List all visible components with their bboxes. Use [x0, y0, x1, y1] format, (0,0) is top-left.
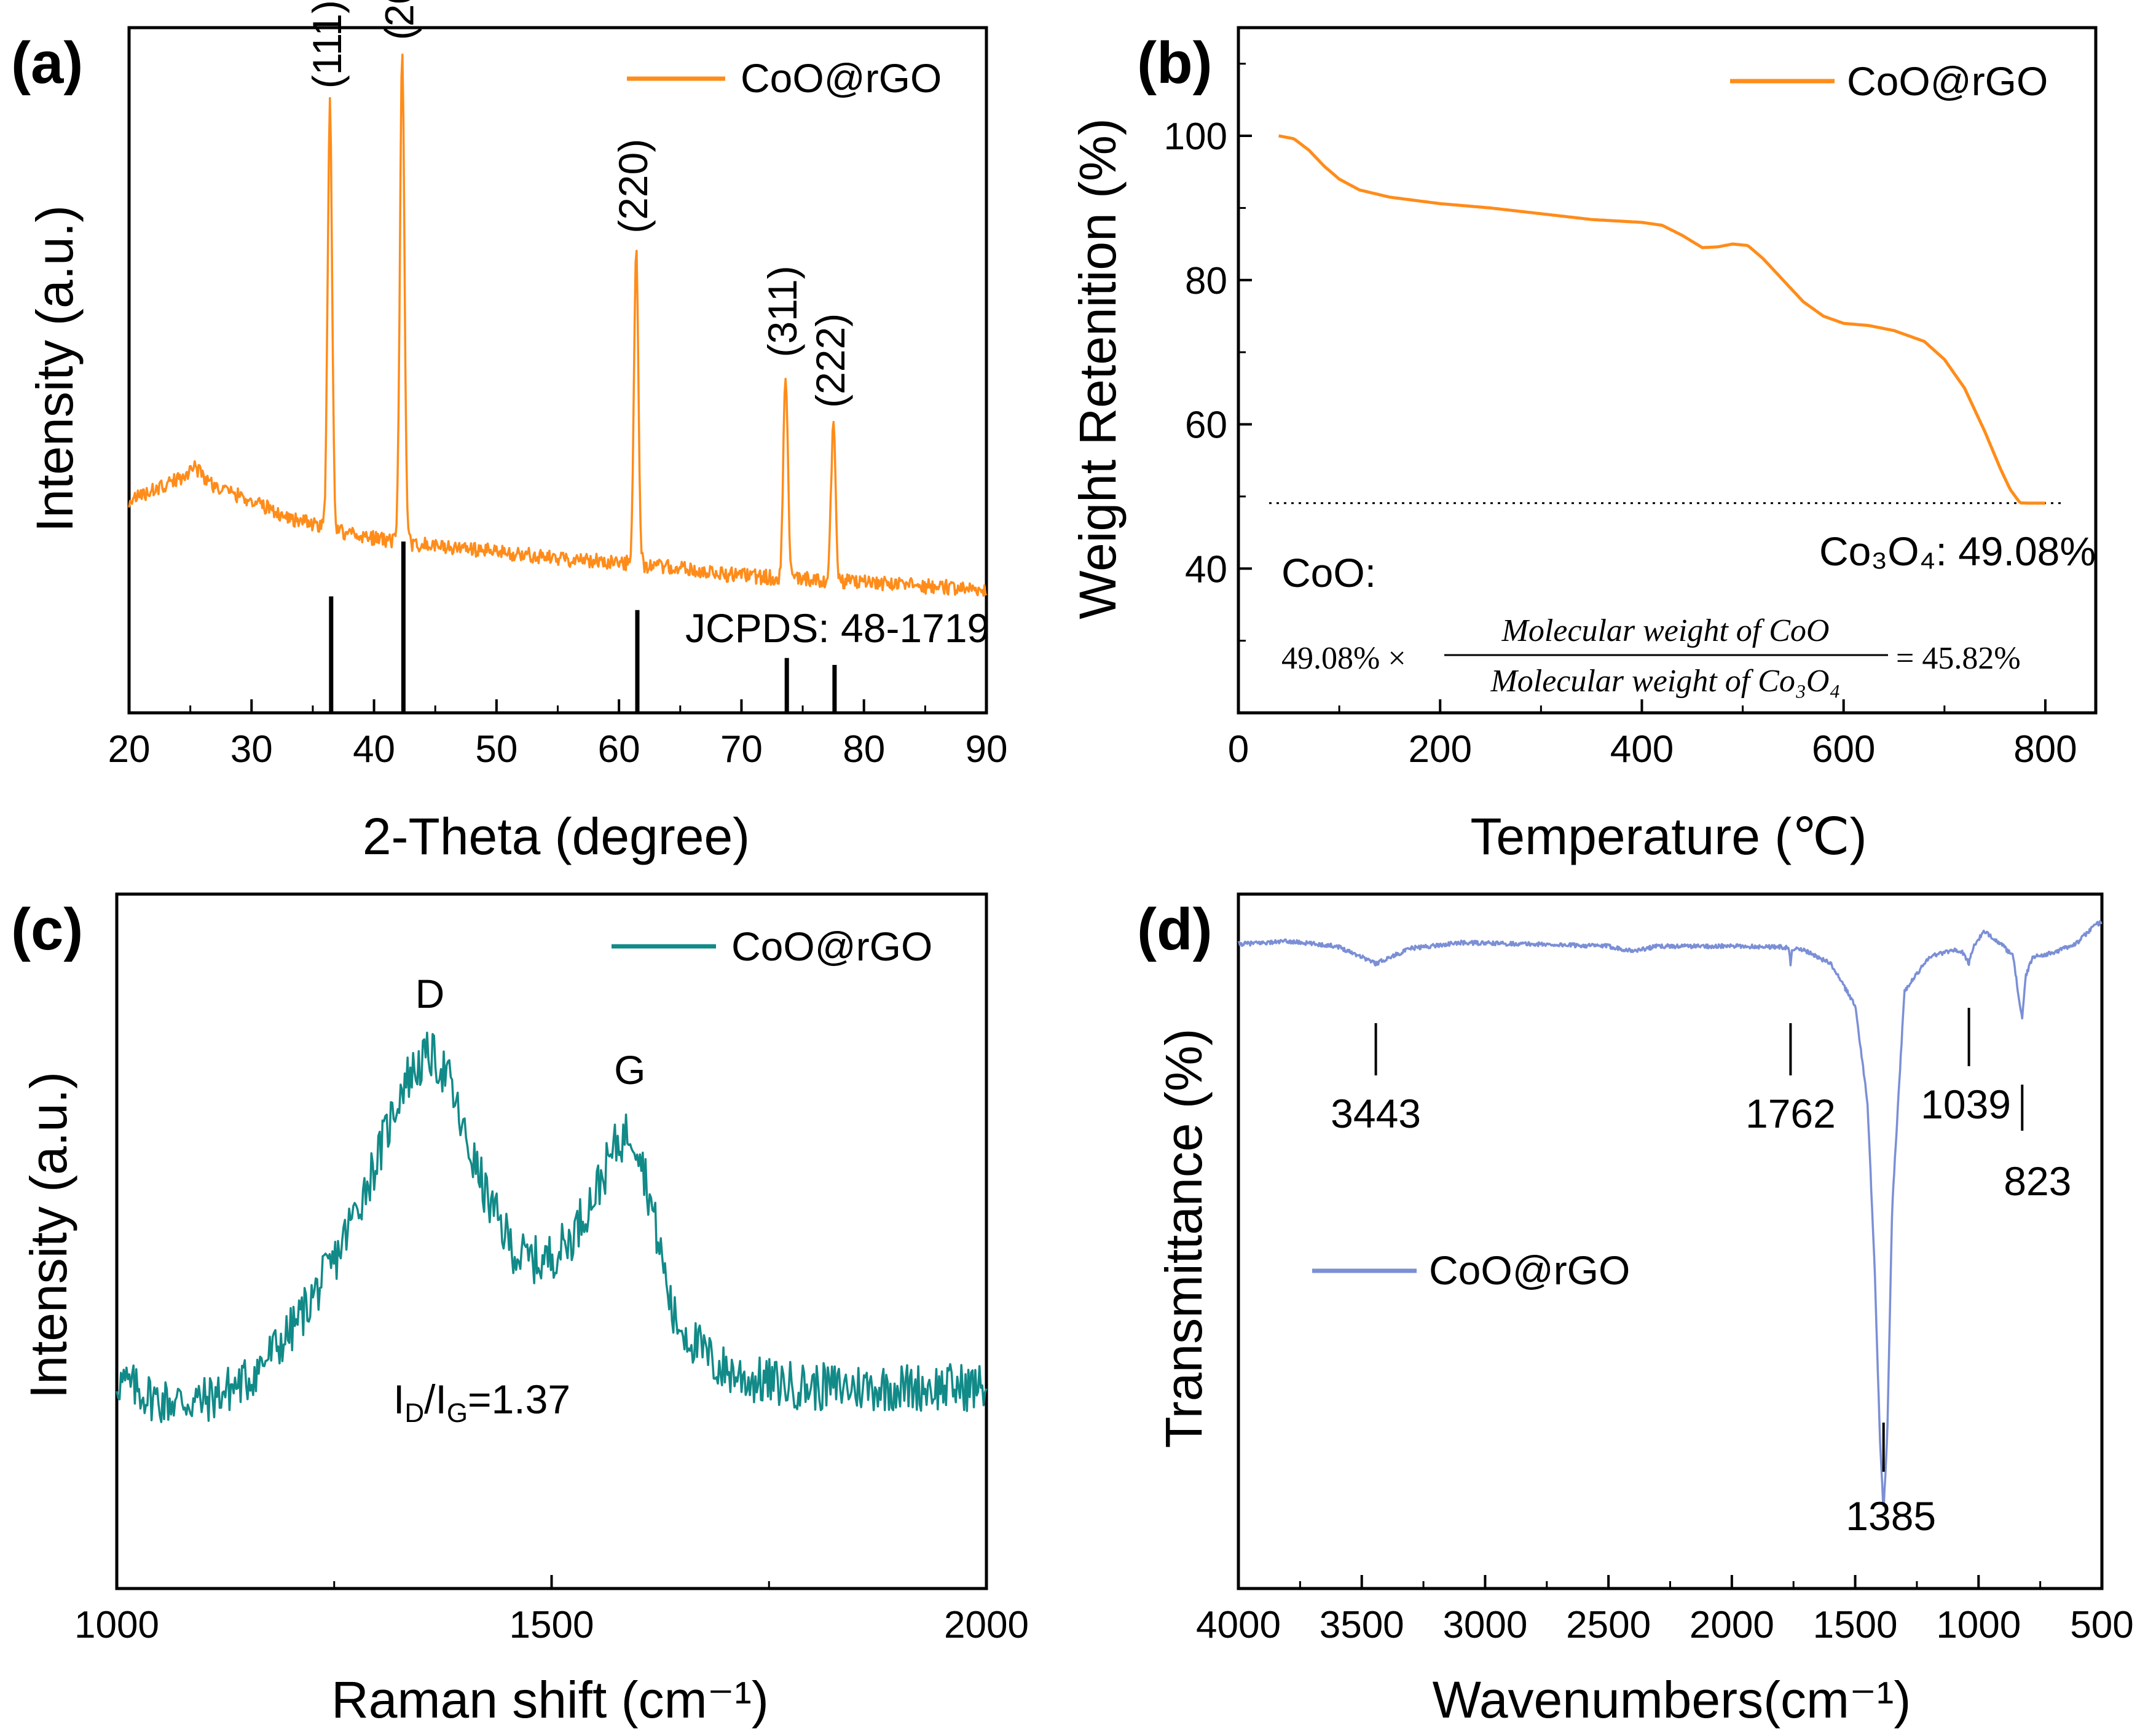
- panel-d-frame: [1237, 892, 2104, 1590]
- ratio-sub-d: D: [404, 1398, 424, 1428]
- panel-b-formula-denominator: Molecular weight of Co₃O₄: [1490, 664, 1840, 699]
- panel-a-legend-label: CoO@rGO: [741, 55, 942, 101]
- x-tick-label: 20: [108, 728, 151, 771]
- panel-d-label: (d): [1137, 897, 1213, 962]
- panel-c-legend-label: CoO@rGO: [731, 924, 932, 969]
- panel-b-label: (b): [1137, 30, 1213, 96]
- x-tick-label: 1500: [509, 1604, 594, 1646]
- panel-c-y-title: Intensity (a.u.): [20, 1072, 77, 1399]
- ir-peak-label: 1385: [1846, 1493, 1936, 1539]
- panel-b-coo-label: CoO:: [1281, 550, 1376, 595]
- panel-c-x-ticks: 1000 1500 2000: [74, 1575, 1029, 1646]
- ratio-i1: I: [393, 1377, 404, 1422]
- hkl-label: (200): [376, 0, 422, 40]
- x-tick-label: 800: [2013, 728, 2077, 771]
- x-tick-label: 1000: [1936, 1604, 2021, 1646]
- ratio-slash: /I: [424, 1377, 447, 1422]
- panel-d-series-line: [1237, 920, 2103, 1507]
- panel-a-hkl-labels: (111) (200) (220) (311)(222): [304, 0, 853, 408]
- x-tick-label: 30: [230, 728, 273, 771]
- x-tick-label: 50: [475, 728, 517, 771]
- ratio-sub-g: G: [447, 1398, 468, 1428]
- panel-b: (b) 0 200 400 600 800 40 60 80 100 CoO@rGO Co₃O…: [1069, 26, 2098, 865]
- x-tick-label: 70: [720, 728, 763, 771]
- y-tick-label: 100: [1164, 116, 1227, 158]
- panel-d-y-title: Transmittance (%): [1155, 1028, 1213, 1448]
- panel-a-y-title: Intensity (a.u.): [26, 205, 84, 532]
- x-tick-label: 90: [966, 728, 1008, 771]
- panel-a-x-ticks: 20 30 40 50 60 70 80 90: [108, 699, 1008, 771]
- x-tick-label: 2000: [944, 1604, 1029, 1646]
- ir-peak-label: 823: [2004, 1158, 2071, 1204]
- panel-b-y-ticks: 40 60 80 100: [1164, 63, 1252, 642]
- panel-c-label: (c): [11, 897, 83, 962]
- panel-c-ratio-label: ID/IG=1.37: [393, 1377, 570, 1428]
- hkl-label: (111): [304, 0, 350, 88]
- panel-a-label: (a): [11, 30, 83, 96]
- panel-b-residue-label: Co₃O₄: 49.08%: [1819, 528, 2096, 574]
- y-tick-label: 40: [1185, 548, 1227, 591]
- panel-d-peak-labels: 3443 1762 1385 1039 823: [1331, 1008, 2071, 1539]
- raman-peak-label: D: [415, 971, 445, 1016]
- panel-b-series-line: [1278, 134, 2045, 505]
- y-tick-label: 80: [1185, 260, 1227, 302]
- panel-a: (a) 20 30 40 50 60 70 80 90 (111) (200) (220) (311…: [11, 0, 1007, 865]
- panel-c-peak-labels: DG: [415, 971, 646, 1093]
- panel-b-formula-prefix: 49.08% ×: [1281, 641, 1406, 676]
- hkl-label: (220): [610, 139, 656, 234]
- panel-b-legend-label: CoO@rGO: [1847, 58, 2048, 104]
- x-tick-label: 500: [2070, 1604, 2133, 1646]
- hkl-label: (222): [808, 313, 853, 408]
- y-tick-label: 60: [1185, 404, 1227, 447]
- ir-peak-label: 1762: [1745, 1091, 1836, 1136]
- x-tick-label: 3000: [1442, 1604, 1527, 1646]
- panel-b-formula-numerator: Molecular weight of CoO: [1501, 613, 1830, 648]
- panel-d-x-title: Wavenumbers(cm⁻¹): [1433, 1671, 1911, 1729]
- x-tick-label: 60: [598, 728, 640, 771]
- panel-a-series-line: [128, 53, 988, 597]
- x-tick-label: 400: [1610, 728, 1674, 771]
- raman-peak-label: G: [614, 1047, 645, 1093]
- x-tick-label: 3500: [1320, 1604, 1404, 1646]
- ir-peak-label: 1039: [1921, 1082, 2011, 1127]
- panel-b-formula-result: = 45.82%: [1896, 641, 2021, 676]
- x-tick-label: 4000: [1196, 1604, 1281, 1646]
- panel-b-x-title: Temperature (℃): [1470, 807, 1867, 865]
- x-tick-label: 40: [353, 728, 395, 771]
- panel-c-series-line: [116, 1031, 988, 1423]
- x-tick-label: 2500: [1566, 1604, 1651, 1646]
- panel-a-reference-lines: [329, 541, 837, 713]
- panel-b-frame: [1237, 26, 2098, 715]
- panel-a-x-title: 2-Theta (degree): [363, 807, 750, 865]
- panel-d: (d) 4000 3500 3000 2500 2000 1500 1000 500 3443…: [1137, 892, 2134, 1729]
- x-tick-label: 200: [1409, 728, 1472, 771]
- panel-d-x-ticks: 4000 3500 3000 2500 2000 1500 1000 500: [1196, 1575, 2134, 1646]
- panel-d-legend-label: CoO@rGO: [1429, 1247, 1630, 1293]
- x-tick-label: 2000: [1690, 1604, 1774, 1646]
- panel-c-frame: [115, 892, 988, 1590]
- panel-b-x-ticks: 0 200 400 600 800: [1228, 699, 2077, 771]
- x-tick-label: 600: [1812, 728, 1875, 771]
- x-tick-label: 1000: [74, 1604, 159, 1646]
- panel-c-x-title: Raman shift (cm⁻¹): [331, 1671, 769, 1729]
- ir-peak-label: 3443: [1331, 1091, 1421, 1136]
- panel-b-y-title: Weight Retenition (%): [1069, 118, 1127, 619]
- ratio-value: =1.37: [468, 1377, 570, 1422]
- x-tick-label: 1500: [1813, 1604, 1898, 1646]
- x-tick-label: 80: [843, 728, 885, 771]
- x-tick-label: 0: [1228, 728, 1249, 771]
- panel-a-jcpds-label: JCPDS: 48-1719: [685, 605, 989, 651]
- panel-c: (c) 1000 1500 2000 DG CoO@rGO ID/IG=1.37 R…: [11, 892, 1029, 1729]
- hkl-label: (311): [760, 265, 805, 357]
